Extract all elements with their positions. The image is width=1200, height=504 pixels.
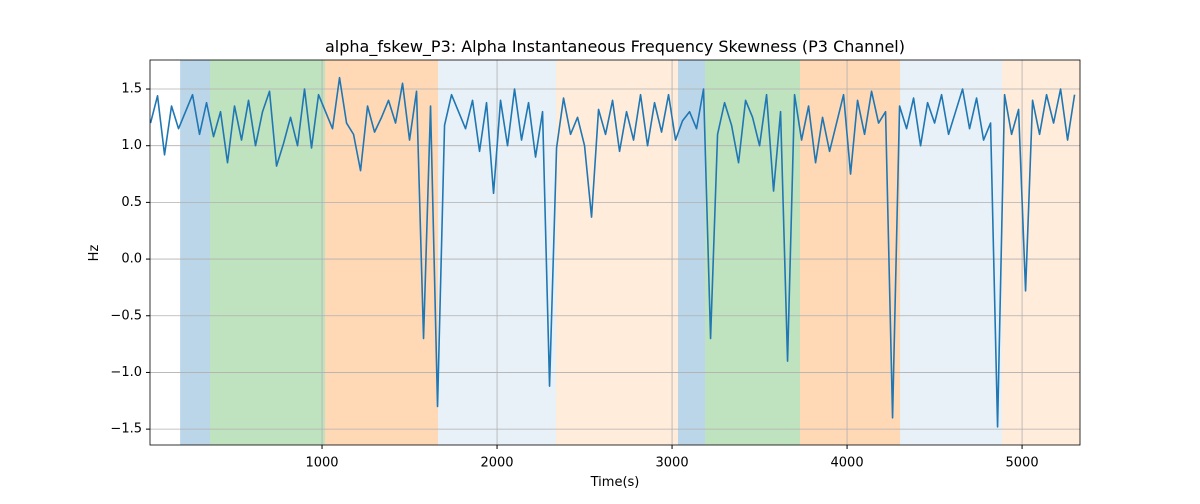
x-axis-label: Time(s) xyxy=(590,475,640,490)
data-line xyxy=(149,76,1076,428)
shaded-span xyxy=(799,60,901,445)
y-tick-label: −0.5 xyxy=(110,308,142,323)
x-tick-label: 5000 xyxy=(1006,456,1039,471)
shaded-span xyxy=(1002,60,1080,445)
y-tick-label: 1.5 xyxy=(121,82,142,97)
shaded-span xyxy=(180,60,211,445)
x-tick-label: 3000 xyxy=(656,456,689,471)
shaded-span xyxy=(210,60,326,445)
x-tick-label: 2000 xyxy=(480,456,513,471)
shaded-span xyxy=(325,60,439,445)
shaded-span xyxy=(900,60,1003,445)
y-axis-label: Hz xyxy=(87,245,102,262)
plot-frame xyxy=(149,59,1081,446)
y-tick-label: 0.0 xyxy=(121,252,142,267)
y-tick-label: −1.5 xyxy=(110,422,142,437)
y-tick-label: 1.0 xyxy=(121,138,142,153)
shaded-span xyxy=(556,60,679,445)
shaded-span xyxy=(678,60,706,445)
x-tick-label: 4000 xyxy=(831,456,864,471)
x-tick-label: 1000 xyxy=(305,456,338,471)
y-tick-label: −1.0 xyxy=(110,365,142,380)
y-tick-label: 0.5 xyxy=(121,195,142,210)
chart-title: alpha_fskew_P3: Alpha Instantaneous Freq… xyxy=(325,37,905,57)
